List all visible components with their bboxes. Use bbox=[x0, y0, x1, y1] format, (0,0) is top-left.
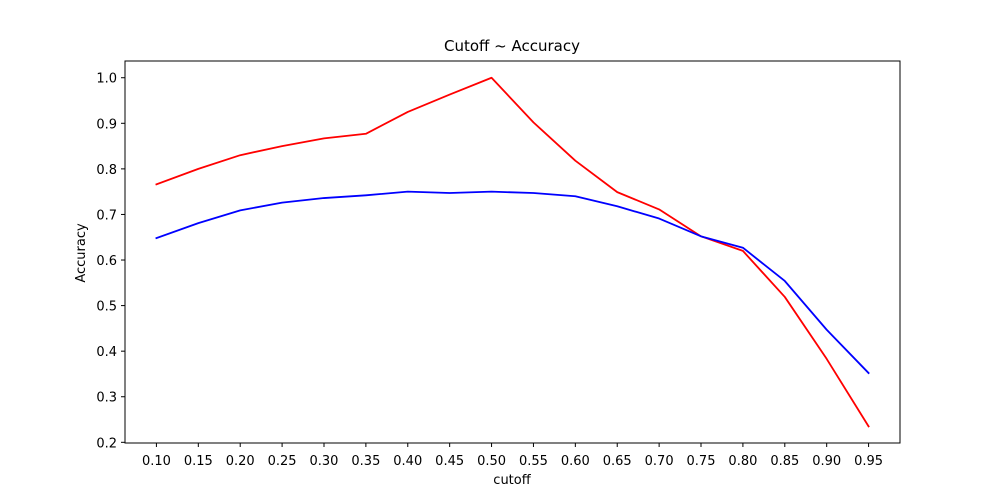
y-tick-label: 0.2 bbox=[96, 436, 117, 451]
series-line-2 bbox=[155, 190, 870, 375]
ticks-layer: 0.10 0.15 0.20 0.25 0.30 0.35 0.40 0.45 0.50 0.55… bbox=[96, 72, 883, 469]
x-tick-label: 0.85 bbox=[770, 454, 799, 469]
y-tick-label: 0.6 bbox=[96, 254, 117, 269]
x-tick-label: 0.30 bbox=[310, 454, 339, 469]
y-tick-label: 0.7 bbox=[96, 208, 117, 223]
y-tick-label: 0.8 bbox=[96, 163, 117, 178]
x-tick-label: 0.60 bbox=[561, 454, 590, 469]
x-tick-label: 0.65 bbox=[603, 454, 632, 469]
plot-frame bbox=[124, 60, 901, 444]
x-tick-label: 0.15 bbox=[184, 454, 213, 469]
chart-title: Cutoff ~ Accuracy bbox=[444, 37, 580, 55]
x-tick-label: 0.55 bbox=[519, 454, 548, 469]
y-tick-label: 0.9 bbox=[96, 117, 117, 132]
y-tick-label: 0.4 bbox=[96, 345, 117, 360]
x-tick-label: 0.25 bbox=[268, 454, 297, 469]
x-tick-label: 0.90 bbox=[812, 454, 841, 469]
series-layer bbox=[155, 76, 870, 428]
y-tick-label: 1.0 bbox=[96, 72, 117, 87]
x-axis-title: cutoff bbox=[493, 473, 531, 488]
x-tick-label: 0.35 bbox=[351, 454, 380, 469]
x-tick-label: 0.70 bbox=[645, 454, 674, 469]
y-axis-title: Accuracy bbox=[74, 223, 89, 283]
x-tick-label: 0.50 bbox=[477, 454, 506, 469]
x-tick-label: 0.75 bbox=[687, 454, 716, 469]
x-tick-label: 0.20 bbox=[226, 454, 255, 469]
y-tick-label: 0.3 bbox=[96, 391, 117, 406]
x-tick-label: 0.95 bbox=[854, 454, 883, 469]
x-tick-label: 0.80 bbox=[728, 454, 757, 469]
series-line-1 bbox=[155, 76, 870, 428]
y-tick-label: 0.5 bbox=[96, 300, 117, 315]
x-tick-label: 0.10 bbox=[142, 454, 171, 469]
x-tick-label: 0.45 bbox=[435, 454, 464, 469]
x-tick-label: 0.40 bbox=[393, 454, 422, 469]
